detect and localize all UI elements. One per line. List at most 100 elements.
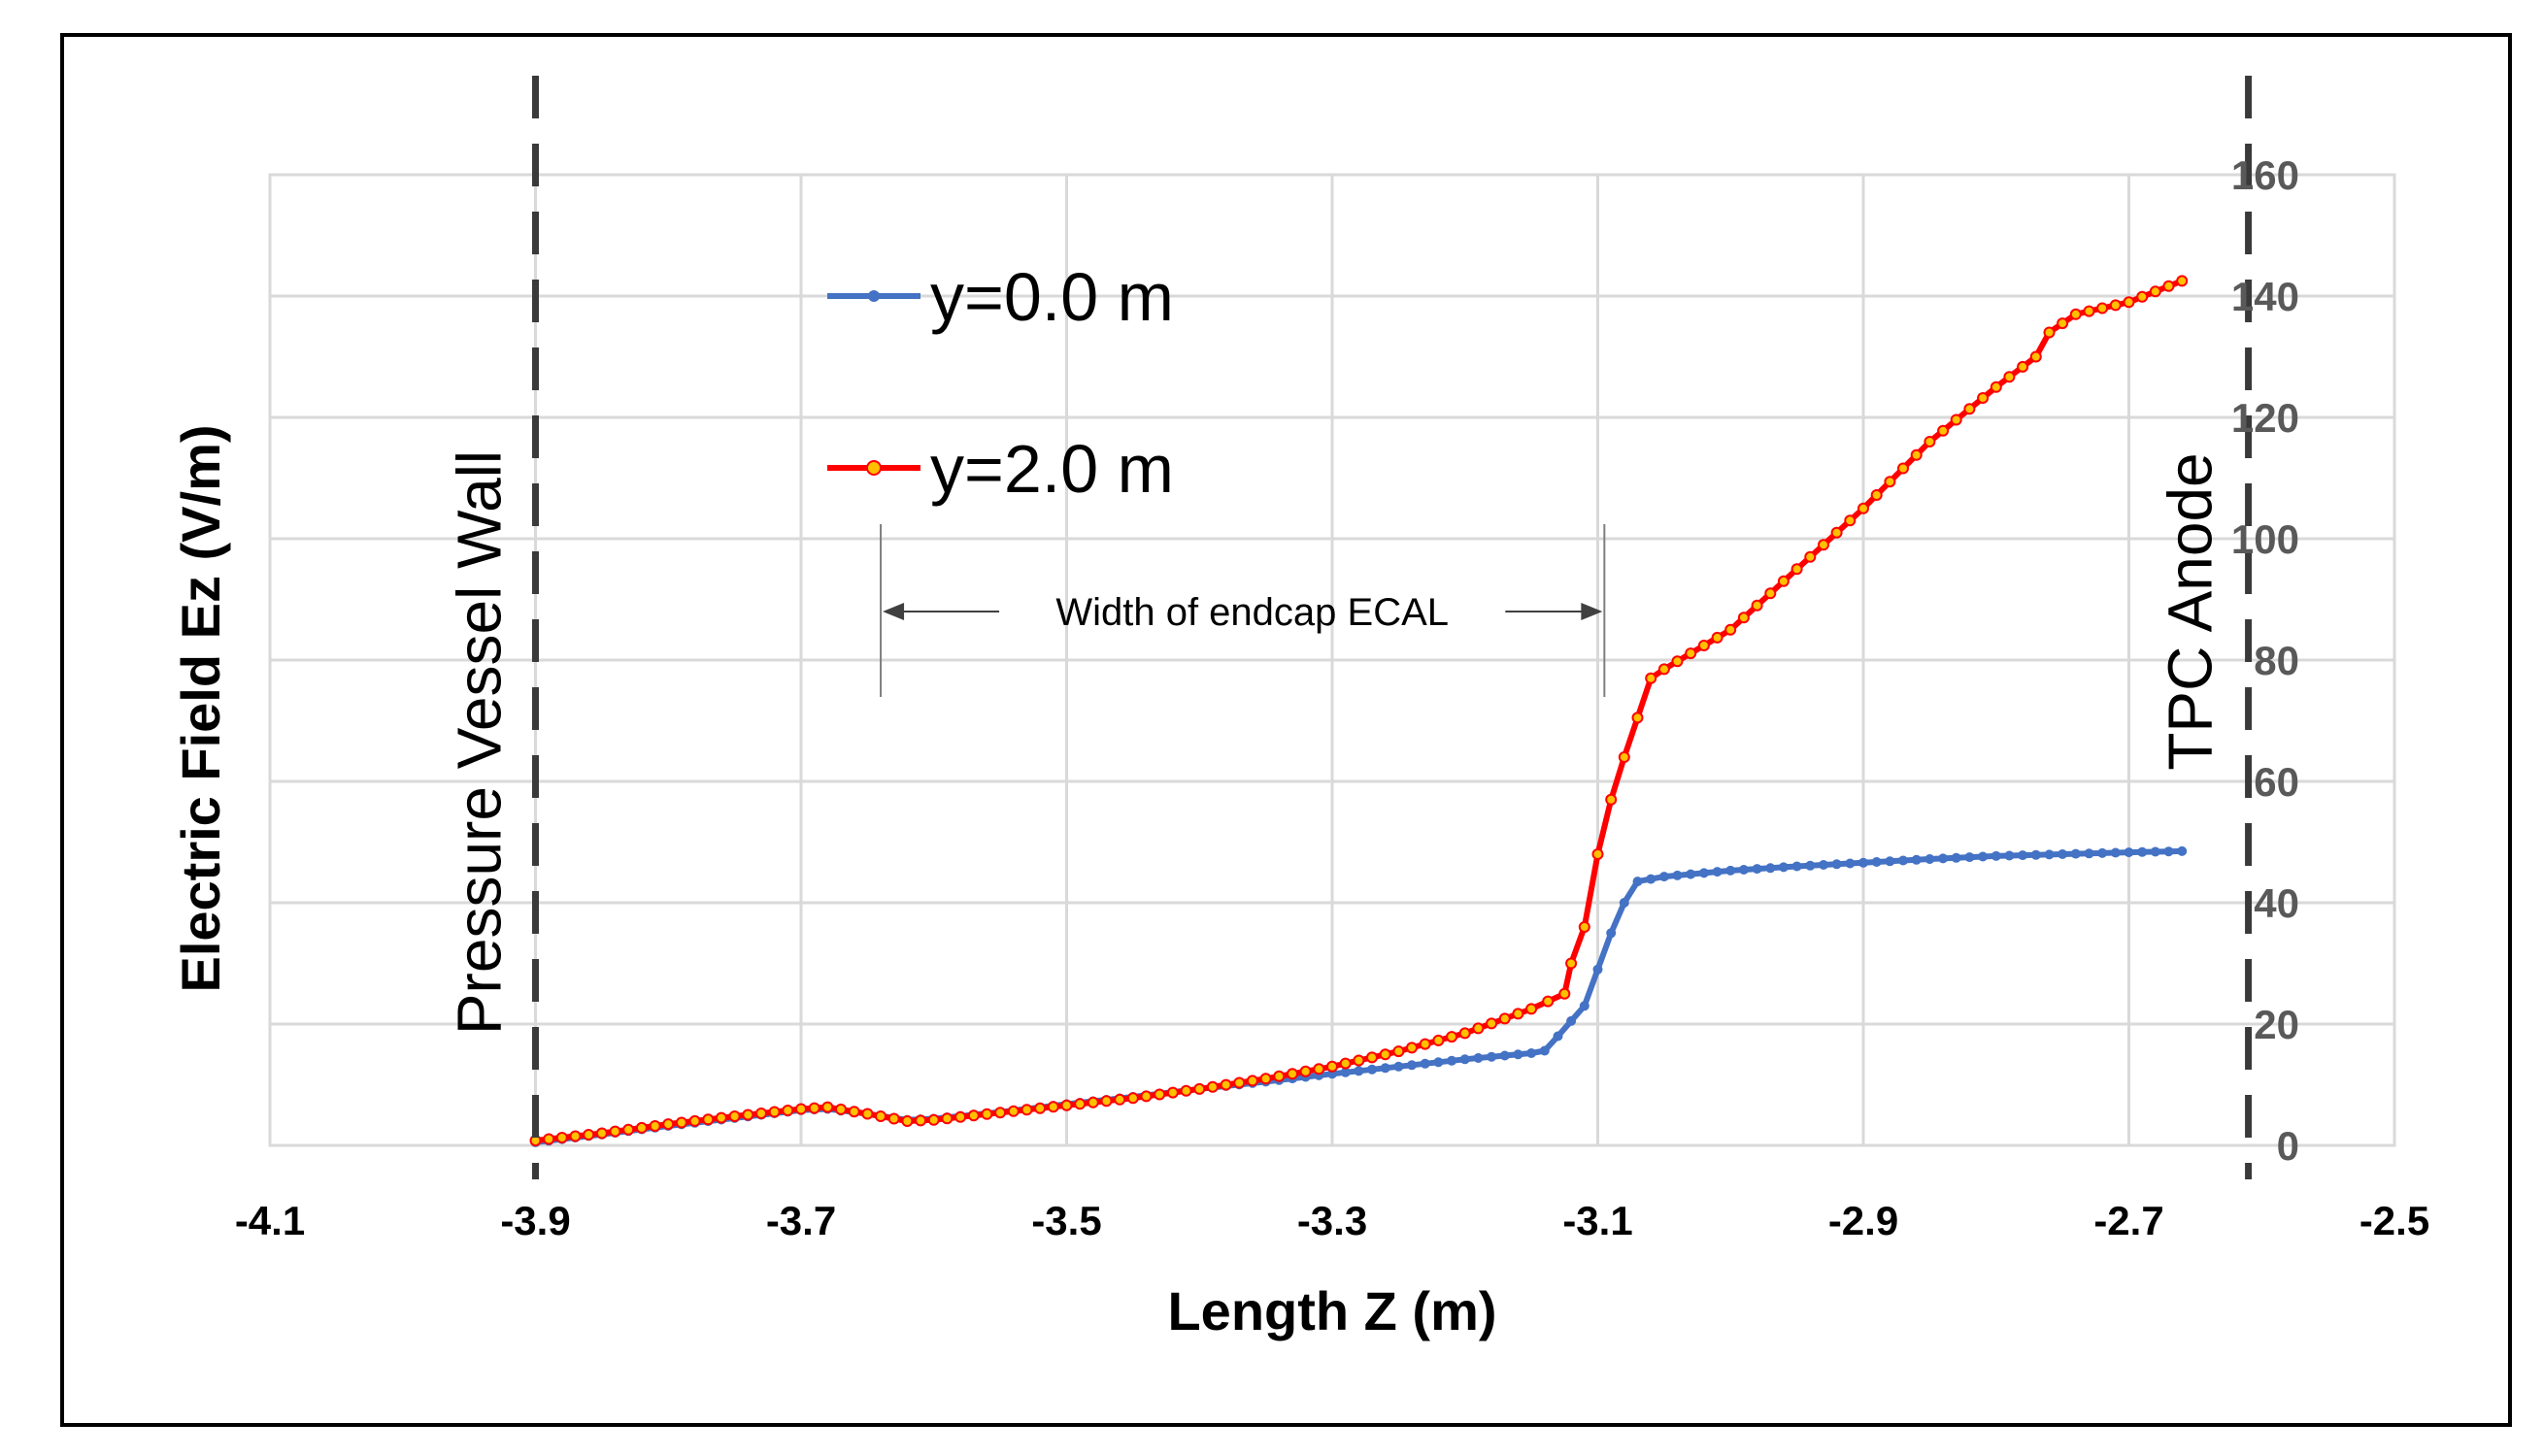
series-marker-1 (1154, 1088, 1166, 1101)
series-marker-1 (622, 1123, 635, 1136)
series-marker-1 (1126, 1092, 1139, 1105)
series-marker-1 (742, 1109, 754, 1121)
series-marker-1 (1087, 1096, 1099, 1109)
series-marker-1 (1857, 502, 1869, 514)
series-marker-1 (1206, 1080, 1219, 1093)
series-marker-1 (1034, 1102, 1047, 1114)
series-marker-1 (1233, 1076, 1246, 1089)
series-marker-1 (941, 1112, 954, 1125)
series-marker-1 (967, 1109, 980, 1122)
series-marker-1 (927, 1113, 940, 1126)
series-marker-1 (1512, 1008, 1524, 1020)
series-marker-0 (1964, 852, 1975, 863)
series-marker-1 (901, 1115, 914, 1127)
series-marker-1 (1591, 848, 1604, 860)
series-marker-0 (1367, 1064, 1377, 1075)
legend-marker-y0 (868, 290, 880, 302)
series-marker-1 (1790, 563, 1803, 576)
series-marker-0 (1340, 1067, 1351, 1077)
series-marker-1 (1326, 1060, 1338, 1073)
series-marker-0 (2070, 848, 2081, 859)
series-marker-1 (1631, 711, 1644, 724)
series-marker-1 (1074, 1098, 1087, 1110)
series-marker-0 (1778, 862, 1789, 873)
y-tick-label: 60 (2254, 759, 2299, 805)
series-marker-1 (675, 1116, 687, 1129)
series-marker-1 (649, 1120, 661, 1132)
series-marker-1 (1764, 587, 1777, 600)
series-marker-1 (954, 1110, 967, 1123)
series-marker-1 (595, 1127, 608, 1140)
series-marker-1 (835, 1103, 847, 1115)
series-marker-0 (1898, 855, 1908, 866)
series-marker-1 (1671, 655, 1684, 668)
series-marker-1 (1446, 1031, 1458, 1043)
series-marker-0 (1632, 877, 1643, 887)
y-tick-label: 0 (2277, 1123, 2299, 1169)
y-tick-label: 120 (2231, 395, 2299, 441)
series-marker-1 (782, 1105, 794, 1116)
legend-label-y2: y=2.0 m (930, 431, 1174, 507)
x-tick-label: -3.5 (1031, 1198, 1101, 1243)
series-marker-0 (2124, 847, 2134, 858)
series-marker-0 (1951, 852, 1961, 863)
series-marker-0 (1619, 898, 1629, 908)
series-marker-1 (1657, 663, 1670, 676)
series-marker-1 (1542, 995, 1555, 1008)
series-marker-0 (2030, 849, 2041, 860)
series-marker-1 (728, 1110, 741, 1122)
series-marker-0 (1433, 1057, 1444, 1068)
series-marker-1 (2017, 360, 2029, 373)
x-tick-label: -2.9 (1828, 1198, 1898, 1243)
series-marker-1 (1804, 550, 1817, 563)
x-tick-label: -3.7 (766, 1198, 836, 1243)
series-marker-1 (555, 1132, 568, 1143)
series-marker-1 (1711, 631, 1723, 644)
series-marker-1 (2149, 285, 2161, 298)
series-marker-0 (1447, 1055, 1457, 1066)
series-marker-1 (609, 1125, 621, 1138)
y-tick-label: 40 (2254, 880, 2299, 926)
annotation-text: Width of endcap ECAL (1055, 591, 1449, 634)
series-marker-1 (1392, 1045, 1405, 1058)
series-marker-1 (1193, 1082, 1206, 1095)
series-marker-0 (1380, 1063, 1390, 1074)
series-marker-1 (1950, 414, 1962, 426)
series-marker-1 (1060, 1099, 1073, 1111)
series-marker-0 (2137, 846, 2148, 857)
series-marker-1 (702, 1113, 715, 1126)
series-marker-0 (1553, 1031, 1563, 1042)
series-marker-0 (2110, 847, 2121, 858)
series-marker-1 (1140, 1090, 1153, 1103)
series-marker-1 (635, 1121, 648, 1134)
series-marker-1 (1021, 1104, 1033, 1116)
series-marker-1 (569, 1130, 582, 1142)
series-marker-0 (1606, 928, 1617, 939)
series-marker-1 (1100, 1095, 1113, 1108)
series-marker-1 (1299, 1065, 1312, 1077)
series-marker-1 (1047, 1101, 1059, 1113)
x-tick-label: -2.5 (2359, 1198, 2429, 1243)
x-axis-label: Length Z (m) (1167, 1280, 1496, 1341)
series-marker-1 (1458, 1027, 1471, 1040)
series-marker-0 (1924, 854, 1935, 864)
series-marker-0 (1513, 1049, 1523, 1060)
series-marker-1 (994, 1107, 1007, 1119)
y-tick-label: 100 (2231, 516, 2299, 562)
series-marker-0 (1592, 964, 1603, 975)
y-tick-labels: 0 20 40 60 80 100 120 140 160 (2231, 152, 2299, 1169)
series-marker-1 (1379, 1048, 1391, 1061)
series-marker-0 (2084, 848, 2094, 859)
series-marker-1 (2029, 350, 2042, 363)
series-marker-0 (2058, 849, 2068, 859)
series-marker-1 (1777, 575, 1790, 587)
series-marker-0 (1938, 853, 1949, 864)
series-marker-1 (1924, 436, 1936, 447)
series-marker-1 (1937, 424, 1950, 437)
series-marker-1 (1697, 640, 1710, 651)
series-marker-1 (1366, 1051, 1378, 1064)
series-marker-1 (768, 1106, 781, 1118)
series-marker-1 (981, 1108, 993, 1120)
series-marker-1 (1685, 647, 1697, 660)
